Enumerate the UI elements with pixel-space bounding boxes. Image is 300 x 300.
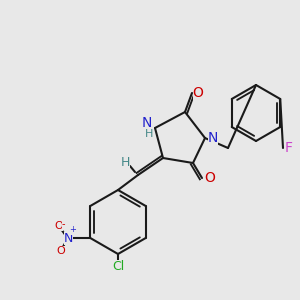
Text: N: N bbox=[64, 232, 73, 244]
Text: Cl: Cl bbox=[112, 260, 124, 272]
Text: O: O bbox=[54, 221, 63, 231]
Text: H: H bbox=[145, 129, 153, 139]
Text: F: F bbox=[285, 141, 293, 155]
Text: -: - bbox=[61, 219, 65, 229]
Text: H: H bbox=[120, 155, 130, 169]
Text: N: N bbox=[208, 131, 218, 145]
Text: O: O bbox=[205, 171, 215, 185]
Text: O: O bbox=[193, 86, 203, 100]
Text: N: N bbox=[142, 116, 152, 130]
Text: O: O bbox=[56, 246, 65, 256]
Text: +: + bbox=[69, 226, 76, 235]
